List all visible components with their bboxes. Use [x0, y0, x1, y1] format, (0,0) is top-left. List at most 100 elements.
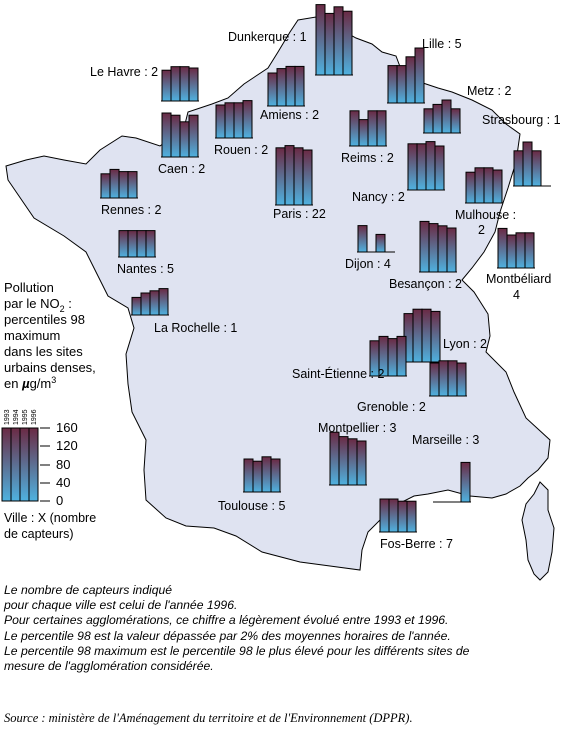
bar-montbeliard-1996 [524, 232, 535, 269]
bar-fos-berre-1996 [406, 500, 417, 533]
bar-paris-1995 [293, 147, 304, 206]
bar-le-havre-1996 [188, 67, 199, 102]
bar-group-toulouse [243, 456, 281, 493]
bar-la-rochelle-1996 [158, 288, 169, 316]
bar-grenoble-1994 [438, 360, 449, 397]
legend-title-line-5: dans les sites [4, 344, 83, 359]
bar-nantes-1994 [127, 230, 138, 258]
bar-grenoble-1995 [447, 360, 458, 397]
note-line: Le percentile 98 maximum est le percenti… [4, 643, 470, 658]
bar-group-marseille [433, 461, 471, 503]
bar-rennes-1994 [109, 168, 120, 199]
bar-amiens-1995 [285, 65, 296, 107]
bar-toulouse-1993 [243, 458, 254, 493]
legend-title-line-7: en µg/m3 [4, 375, 56, 391]
bar-group-rennes [100, 168, 138, 199]
bar-nantes-1993 [118, 230, 129, 258]
bar-rennes-1996 [127, 171, 138, 199]
city-label-grenoble: Grenoble : 2 [357, 400, 426, 414]
bar-metz-1994 [432, 103, 443, 134]
bar-nancy-1995 [425, 141, 436, 191]
bar-group-le-havre [161, 66, 199, 102]
bar-group-montbeliard [497, 227, 535, 269]
bar-rouen-1994 [224, 102, 235, 139]
notes: Le nombre de capteurs indiqué pour chaqu… [4, 583, 564, 674]
bar-paris-1994 [284, 145, 295, 206]
bar-lille-1995 [405, 56, 416, 104]
city-label-toulouse: Toulouse : 5 [218, 499, 285, 513]
bar-reims-1996 [376, 110, 387, 147]
bar-group-metz [423, 99, 461, 134]
bar-grenoble-1993 [429, 362, 440, 397]
legend-year-1996: 1996 [31, 409, 38, 425]
city-label-marseille: Marseille : 3 [412, 433, 479, 447]
city-label-besancon: Besançon : 2 [389, 277, 462, 291]
legend-title-line-1: Pollution [4, 280, 54, 295]
bar-strasbourg-1993 [513, 150, 524, 187]
bar-mulhouse-1996 [492, 169, 503, 204]
bar-saint-etienne-1995 [387, 338, 398, 377]
bar-rennes-1993 [100, 173, 111, 199]
city-label-metz: Metz : 2 [467, 84, 512, 98]
legend-scale-120: 120 [56, 438, 78, 453]
bar-le-havre-1993 [161, 69, 172, 102]
city-label-amiens: Amiens : 2 [260, 108, 319, 122]
bar-fos-berre-1995 [397, 500, 408, 533]
city-label-dijon: Dijon : 4 [345, 257, 391, 271]
bar-strasbourg-1994 [522, 141, 533, 187]
bar-toulouse-1995 [261, 456, 272, 493]
legend-bar-1996 [28, 427, 39, 502]
bar-caen-1993 [161, 112, 172, 158]
bar-group-nancy [407, 141, 445, 191]
city-label-dunkerque: Dunkerque : 1 [228, 30, 307, 44]
bar-group-reims [349, 110, 387, 147]
city-label-saint-etienne: Saint-Étienne : 2 [292, 366, 384, 381]
city-label-rennes: Rennes : 2 [101, 203, 162, 217]
bar-rennes-1995 [118, 171, 129, 199]
bar-montpellier-1995 [347, 438, 358, 486]
legend-scale-40: 40 [56, 475, 70, 490]
legend-bar-1994 [10, 427, 21, 502]
bar-le-havre-1994 [170, 66, 181, 102]
city-label-lyon: Lyon : 2 [443, 337, 487, 351]
legend-title-line-2: par le NO2 : [4, 296, 72, 314]
city-label-mulhouse-count: 2 [478, 223, 485, 237]
bar-strasbourg-1995 [531, 150, 542, 187]
bar-lyon-1996 [430, 310, 441, 363]
corsica [521, 481, 555, 581]
legend-scale-0: 0 [56, 493, 63, 508]
city-label-le-havre: Le Havre : 2 [90, 65, 158, 79]
legend-title-line-6: urbains denses, [4, 360, 96, 375]
note-line: mesure de l'agglomération considérée. [4, 659, 214, 674]
bar-montbeliard-1995 [515, 232, 526, 269]
bar-group-saint-etienne [369, 335, 407, 377]
bar-grenoble-1996 [456, 362, 467, 397]
bar-mulhouse-1995 [483, 167, 494, 204]
city-label-paris: Paris : 22 [273, 207, 326, 221]
legend-year-1994: 1994 [13, 409, 20, 425]
bar-montpellier-1993 [329, 431, 340, 486]
legend-scale-160: 160 [56, 420, 78, 435]
bar-dijon-1993 [357, 225, 368, 253]
bar-dijon-1995 [375, 233, 386, 253]
city-label-fos-berre: Fos-Berre : 7 [380, 537, 453, 551]
bar-mulhouse-1994 [474, 167, 485, 204]
legend-bar-1993 [1, 427, 12, 502]
city-label-nancy: Nancy : 2 [352, 190, 405, 204]
bar-caen-1996 [188, 114, 199, 158]
legend-year-1993: 1993 [4, 409, 11, 425]
bar-group-paris [275, 145, 313, 206]
source-line: Source : ministère de l'Aménagement du t… [4, 711, 413, 725]
legend-key-line-2: de capteurs) [4, 527, 73, 541]
city-label-reims: Reims : 2 [341, 151, 394, 165]
bar-nancy-1993 [407, 143, 418, 191]
city-label-caen: Caen : 2 [158, 162, 205, 176]
bar-nantes-1995 [136, 230, 147, 258]
bar-besancon-1993 [419, 220, 430, 273]
city-label-strasbourg: Strasbourg : 1 [482, 113, 561, 127]
bar-group-besancon [419, 220, 457, 273]
bar-fos-berre-1993 [379, 498, 390, 533]
bar-reims-1994 [358, 119, 369, 147]
bar-lille-1994 [396, 65, 407, 104]
